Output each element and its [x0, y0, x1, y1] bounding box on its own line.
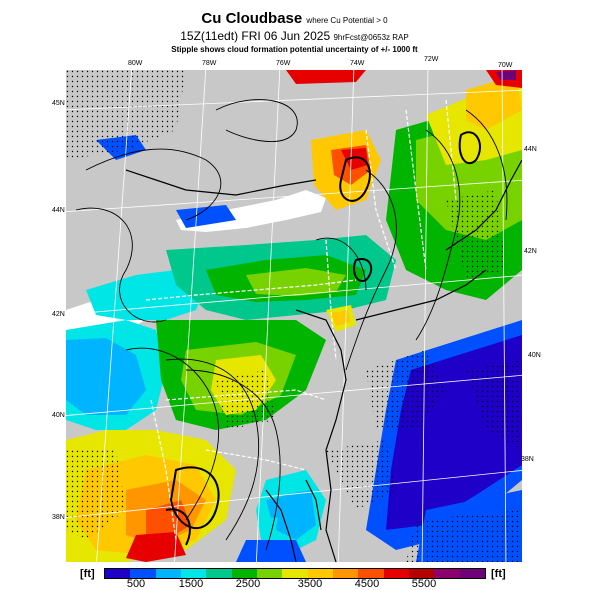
- stipple-note: Stipple shows cloud formation potential …: [171, 45, 418, 54]
- colorbar-swatch-11: [383, 569, 409, 578]
- forecast-info: 9hrFcst@0653z RAP: [333, 33, 409, 42]
- colorbar-tick-5500: 5500: [411, 578, 437, 590]
- colorbar-swatch-9: [332, 569, 359, 578]
- lat-label-left-42n: 42N: [52, 311, 65, 318]
- colorbar-swatch-5: [231, 569, 257, 578]
- lon-label-80w: 80W: [128, 60, 143, 67]
- lat-label-left-44n: 44N: [52, 207, 65, 214]
- colorbar-swatch-13: [434, 569, 460, 578]
- valid-time-text: 15Z(11edt) FRI 06 Jun 2025: [180, 29, 331, 43]
- lon-label-72w: 72W: [424, 56, 439, 63]
- graticule: [66, 70, 522, 562]
- colorbar-tick-500: 500: [126, 578, 146, 590]
- colorbar-swatch-0: [105, 569, 131, 578]
- state-borders: [145, 99, 457, 541]
- lat-label-right-38n: 38N: [521, 456, 534, 463]
- lat-label-right-44n: 44N: [524, 146, 537, 153]
- lat-label-right-40n: 40N: [528, 352, 541, 359]
- stipple-overlay: [66, 70, 522, 562]
- bold-contours: [165, 131, 481, 546]
- colorbar-swatch-14: [459, 569, 485, 578]
- colorbar-swatch-3: [180, 569, 207, 578]
- contours: [75, 99, 508, 551]
- colorbar: [104, 568, 486, 579]
- lat-label-left-38n: 38N: [52, 514, 65, 521]
- colorbar-tick-2500: 2500: [235, 578, 261, 590]
- colorbar-tick-4500: 4500: [354, 578, 380, 590]
- lon-label-70w: 70W: [498, 62, 513, 69]
- colorbar-tick-1500: 1500: [178, 578, 204, 590]
- colorbar-swatch-2: [155, 569, 181, 578]
- valid-time: 15Z(11edt) FRI 06 Jun 2025 9hrFcst@0653z…: [0, 29, 589, 45]
- colorbar-swatch-8: [307, 569, 333, 578]
- map-title: Cu Cloudbase where Cu Potential > 0: [0, 10, 589, 29]
- title-main: Cu Cloudbase: [201, 10, 303, 27]
- colorbar-swatch-4: [206, 569, 232, 578]
- lon-label-74w: 74W: [350, 60, 365, 67]
- colorbar-swatch-10: [358, 569, 384, 578]
- colorbar-swatch-1: [130, 569, 156, 578]
- coastline: [125, 159, 522, 562]
- lon-label-78w: 78W: [202, 60, 217, 67]
- colorbar-swatch-7: [282, 569, 308, 578]
- colorbar-swatch-12: [408, 569, 435, 578]
- colorbar-swatch-6: [256, 569, 283, 578]
- title-note: where Cu Potential > 0: [306, 16, 388, 25]
- lat-label-right-42n: 42N: [524, 248, 537, 255]
- map-canvas[interactable]: [66, 70, 522, 562]
- cloudbase-fill: [66, 70, 522, 562]
- map-svg: [66, 70, 522, 562]
- colorbar-unit-left: [ft]: [80, 568, 95, 580]
- title-block: Cu Cloudbase where Cu Potential > 0 15Z(…: [0, 10, 589, 55]
- lat-label-left-40n: 40N: [52, 412, 65, 419]
- lon-label-76w: 76W: [276, 60, 291, 67]
- colorbar-unit-right: [ft]: [491, 568, 506, 580]
- lat-label-left-45n: 45N: [52, 100, 65, 107]
- colorbar-tick-3500: 3500: [297, 578, 323, 590]
